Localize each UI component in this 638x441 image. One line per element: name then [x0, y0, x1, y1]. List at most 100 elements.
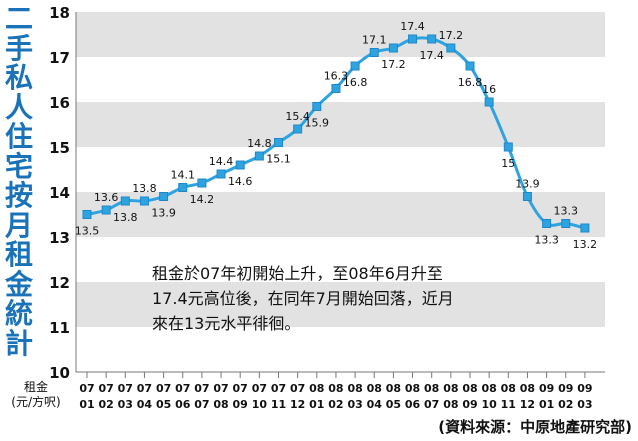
x-tick-label-year: 07 — [252, 382, 267, 395]
data-point — [446, 43, 456, 53]
data-point — [369, 48, 379, 57]
title-char: 月 — [4, 208, 33, 242]
x-tick-label-month: 02 — [558, 398, 573, 411]
y-tick-label: 18 — [49, 4, 70, 22]
data-point — [82, 210, 92, 219]
data-point — [580, 223, 590, 233]
title-char: 按 — [4, 179, 33, 212]
y-tick-label: 14 — [49, 184, 70, 202]
x-tick-label-year: 07 — [175, 382, 190, 395]
unit-line: (元/方呎) — [11, 395, 61, 409]
x-tick-label-month: 01 — [79, 398, 94, 411]
title-char: 私 — [4, 61, 33, 94]
data-point — [503, 142, 513, 152]
data-label: 17.1 — [362, 34, 387, 47]
title-char: 宅 — [4, 149, 33, 183]
title-char: 計 — [4, 326, 33, 360]
y-tick-label: 16 — [49, 94, 70, 112]
data-point — [522, 192, 532, 201]
data-label: 14.8 — [247, 137, 272, 150]
x-tick-label-month: 03 — [118, 398, 133, 411]
x-tick-label-month: 01 — [309, 398, 324, 411]
x-tick-label-year: 08 — [309, 382, 324, 395]
data-point — [312, 102, 322, 111]
x-tick-label-year: 08 — [462, 382, 477, 395]
data-point — [120, 196, 130, 206]
x-tick-label-month: 06 — [405, 398, 421, 411]
data-point — [159, 192, 169, 201]
data-point — [235, 160, 245, 170]
x-tick-label-year: 07 — [118, 382, 133, 395]
data-label: 13.8 — [113, 211, 138, 224]
data-point — [178, 183, 188, 192]
x-tick-label-year: 08 — [328, 382, 343, 395]
source-note: (資料來源：中原地產研究部) — [438, 418, 632, 436]
y-unit-label: 租金 (元/方呎) — [4, 380, 68, 410]
x-tick-label-month: 02 — [98, 398, 113, 411]
x-tick-label-month: 03 — [577, 398, 592, 411]
x-tick-label-month: 11 — [271, 398, 286, 411]
y-tick-label: 11 — [49, 319, 70, 337]
data-label: 13.3 — [534, 234, 559, 247]
data-label: 13.3 — [554, 205, 579, 218]
title-char: 住 — [4, 120, 33, 153]
x-tick-label-month: 10 — [481, 398, 497, 411]
x-tick-label-year: 08 — [481, 382, 496, 395]
x-tick-label-month: 11 — [501, 398, 516, 411]
x-tick-label-year: 08 — [520, 382, 535, 395]
grid-band — [76, 102, 605, 147]
data-point — [561, 219, 571, 228]
x-tick-label-year: 08 — [405, 382, 420, 395]
title-char: 二 — [4, 2, 33, 35]
annotation-line: 17.4元高位後，在同年7月開始回落，近月 — [152, 289, 454, 308]
data-label: 14.1 — [171, 169, 196, 182]
data-label: 17.2 — [439, 29, 464, 42]
annotation-line: 來在13元水平徘徊。 — [152, 314, 301, 333]
x-tick-label-month: 03 — [347, 398, 362, 411]
x-tick-label-month: 09 — [233, 398, 248, 411]
grid-band — [76, 282, 605, 327]
x-tick-label-month: 02 — [328, 398, 343, 411]
data-label: 13.9 — [151, 207, 176, 220]
title-char: 金 — [4, 267, 33, 301]
y-tick-label: 17 — [49, 49, 70, 67]
x-tick-label-month: 10 — [252, 398, 268, 411]
title-char: 手 — [4, 31, 33, 65]
data-point — [388, 43, 398, 53]
data-point — [139, 196, 149, 206]
x-tick-label-year: 09 — [558, 382, 573, 395]
x-tick-label-month: 05 — [156, 398, 171, 411]
data-point — [484, 97, 494, 107]
x-tick-label-month: 06 — [175, 398, 191, 411]
x-tick-label-year: 07 — [271, 382, 286, 395]
x-tick-label-year: 07 — [137, 382, 152, 395]
chart-annotation: 租金於07年初開始上升，至08年6月升至 17.4元高位後，在同年7月開始回落，… — [152, 261, 454, 336]
x-tick-label-year: 09 — [539, 382, 554, 395]
x-tick-label-month: 04 — [137, 398, 153, 411]
x-tick-label-month: 12 — [520, 398, 535, 411]
x-tick-label-year: 08 — [347, 382, 362, 395]
data-label: 15.9 — [305, 117, 330, 130]
x-tick-label-month: 12 — [290, 398, 305, 411]
y-tick-label: 12 — [49, 274, 70, 292]
x-tick-label-month: 08 — [443, 398, 458, 411]
annotation-line: 租金於07年初開始上升，至08年6月升至 — [152, 264, 443, 283]
data-point — [197, 178, 207, 188]
data-point — [331, 84, 341, 93]
data-point — [254, 151, 264, 161]
data-label: 13.2 — [573, 238, 598, 251]
y-tick-label: 15 — [49, 139, 70, 157]
unit-line: 租金 — [23, 380, 48, 394]
x-tick-label-year: 07 — [79, 382, 94, 395]
x-tick-label-year: 07 — [233, 382, 248, 395]
x-tick-label-month: 08 — [213, 398, 228, 411]
x-tick-label-year: 07 — [156, 382, 171, 395]
x-tick-label-year: 08 — [386, 382, 401, 395]
x-tick-label-month: 05 — [386, 398, 401, 411]
data-label: 13.5 — [75, 225, 100, 238]
data-label: 13.9 — [515, 178, 540, 191]
x-tick-label-year: 08 — [424, 382, 439, 395]
data-point — [542, 219, 552, 228]
